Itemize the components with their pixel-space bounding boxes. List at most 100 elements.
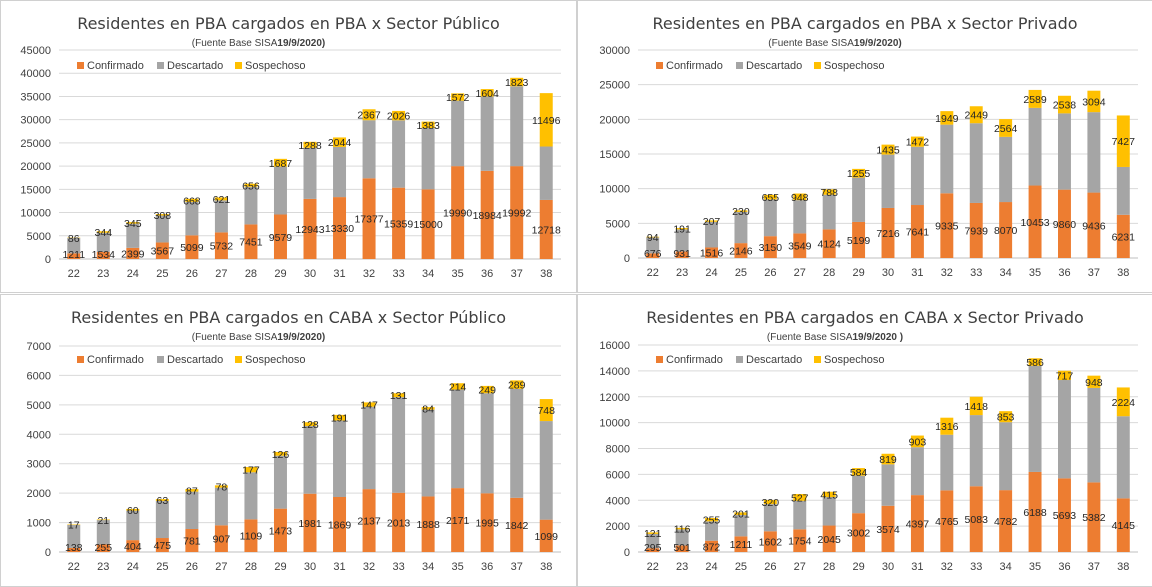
legend-swatch-descartado	[736, 356, 743, 363]
x-tick-label: 23	[676, 267, 688, 279]
data-label-sospechoso: 116	[674, 524, 691, 536]
x-tick-label: 27	[215, 561, 227, 573]
y-tick-label: 10000	[599, 184, 630, 196]
bar-descartado	[911, 447, 924, 495]
bar-descartado	[970, 123, 983, 203]
data-label-confirmado: 19992	[502, 208, 531, 220]
data-label-sospechoso: 2449	[965, 110, 989, 122]
data-label-sospechoso: 11496	[532, 115, 561, 127]
x-tick-label: 32	[363, 561, 375, 573]
data-label-sospechoso: 748	[537, 405, 555, 417]
subtitle-source: (Fuente Base SISA	[768, 38, 854, 49]
data-label-sospechoso: 344	[95, 227, 113, 239]
chart-panel-pba-publico: Residentes en PBA cargados en PBA x Sect…	[0, 0, 577, 293]
y-tick-label: 10000	[599, 418, 630, 430]
bar-descartado	[392, 397, 405, 493]
data-label-sospechoso: 2044	[328, 137, 352, 149]
data-label-sospechoso: 415	[820, 489, 838, 501]
bar-descartado	[823, 195, 836, 230]
x-tick-label: 34	[1000, 267, 1012, 279]
data-label-confirmado: 8070	[994, 225, 1018, 237]
x-tick-label: 31	[333, 561, 345, 573]
bar-descartado	[540, 147, 553, 200]
y-tick-label: 16000	[599, 340, 630, 352]
data-label-sospechoso: 214	[449, 381, 467, 393]
y-tick-label: 5000	[27, 231, 51, 243]
x-tick-label: 30	[304, 561, 316, 573]
x-tick-label: 37	[511, 268, 523, 280]
data-label-confirmado: 1981	[298, 518, 322, 530]
y-tick-label: 3000	[27, 459, 51, 471]
data-label-confirmado: 2045	[817, 534, 841, 546]
legend-label-descartado: Descartado	[167, 354, 223, 366]
data-label-sospechoso: 3094	[1082, 96, 1106, 108]
legend-swatch-sospechoso	[814, 356, 821, 363]
legend-swatch-confirmado	[77, 356, 84, 363]
chart-panel-caba-publico: Residentes en PBA cargados en CABA x Sec…	[0, 294, 577, 587]
data-label-sospechoso: 586	[1026, 357, 1044, 369]
chart-subtitle: (Fuente Base SISA19/9/2020)	[192, 38, 325, 49]
data-label-confirmado: 1109	[240, 531, 263, 543]
bar-descartado	[510, 86, 523, 166]
y-tick-label: 0	[45, 547, 51, 559]
chart-title: Residentes en PBA cargados en PBA x Sect…	[652, 14, 1077, 33]
x-tick-label: 31	[911, 561, 923, 573]
bar-descartado	[304, 426, 317, 494]
data-label-sospechoso: 1949	[935, 113, 959, 125]
bar-descartado	[970, 415, 983, 486]
data-label-sospechoso: 655	[762, 192, 780, 204]
data-label-confirmado: 676	[644, 248, 662, 260]
data-label-confirmado: 12718	[532, 224, 561, 236]
subtitle-date: 19/9/2020)	[277, 332, 325, 343]
y-tick-label: 15000	[599, 149, 630, 161]
data-label-confirmado: 1602	[759, 537, 783, 549]
x-tick-label: 31	[911, 267, 923, 279]
bar-descartado	[333, 147, 346, 197]
data-label-confirmado: 6188	[1023, 507, 1047, 519]
data-label-sospechoso: 621	[213, 194, 231, 206]
y-tick-label: 5000	[27, 400, 51, 412]
bar-descartado	[540, 421, 553, 520]
data-label-confirmado: 15359	[384, 218, 413, 230]
subtitle-date: 19/9/2020 )	[853, 332, 904, 343]
x-tick-label: 35	[452, 268, 464, 280]
x-tick-label: 34	[422, 561, 434, 573]
y-tick-label: 0	[624, 547, 630, 559]
data-label-confirmado: 872	[703, 541, 721, 553]
x-tick-label: 25	[156, 561, 168, 573]
x-tick-label: 25	[735, 267, 747, 279]
data-label-confirmado: 501	[673, 542, 691, 554]
y-tick-label: 2000	[27, 488, 51, 500]
y-tick-label: 25000	[599, 80, 630, 92]
data-label-sospechoso: 819	[879, 454, 897, 466]
data-label-confirmado: 7939	[965, 225, 989, 237]
x-tick-label: 37	[1088, 267, 1100, 279]
chart-title: Residentes en PBA cargados en PBA x Sect…	[77, 14, 500, 33]
legend-label-descartado: Descartado	[746, 60, 802, 72]
subtitle-source: (Fuente Base SISA	[192, 38, 278, 49]
data-label-confirmado: 1869	[328, 519, 352, 531]
bar-descartado	[510, 389, 523, 498]
legend-swatch-sospechoso	[235, 62, 242, 69]
data-label-confirmado: 931	[673, 248, 691, 260]
data-label-sospechoso: 948	[1085, 377, 1103, 389]
data-label-confirmado: 18984	[473, 210, 502, 222]
data-label-sospechoso: 2564	[994, 123, 1018, 135]
x-tick-label: 28	[245, 561, 257, 573]
y-tick-label: 35000	[20, 91, 51, 103]
chart-title: Residentes en PBA cargados en CABA x Sec…	[71, 308, 506, 327]
bar-descartado	[911, 147, 924, 205]
x-tick-label: 22	[68, 268, 80, 280]
y-tick-label: 20000	[20, 161, 51, 173]
bar-descartado	[999, 422, 1012, 490]
data-label-confirmado: 13330	[325, 223, 354, 235]
x-tick-label: 35	[1029, 561, 1041, 573]
data-label-sospechoso: 1604	[475, 88, 499, 100]
x-tick-label: 29	[274, 561, 286, 573]
data-label-confirmado: 19990	[443, 208, 472, 220]
y-tick-label: 30000	[20, 115, 51, 127]
x-tick-label: 22	[68, 561, 80, 573]
y-tick-label: 10000	[20, 208, 51, 220]
data-label-confirmado: 9436	[1082, 220, 1106, 232]
legend-label-sospechoso: Sospechoso	[824, 354, 885, 366]
